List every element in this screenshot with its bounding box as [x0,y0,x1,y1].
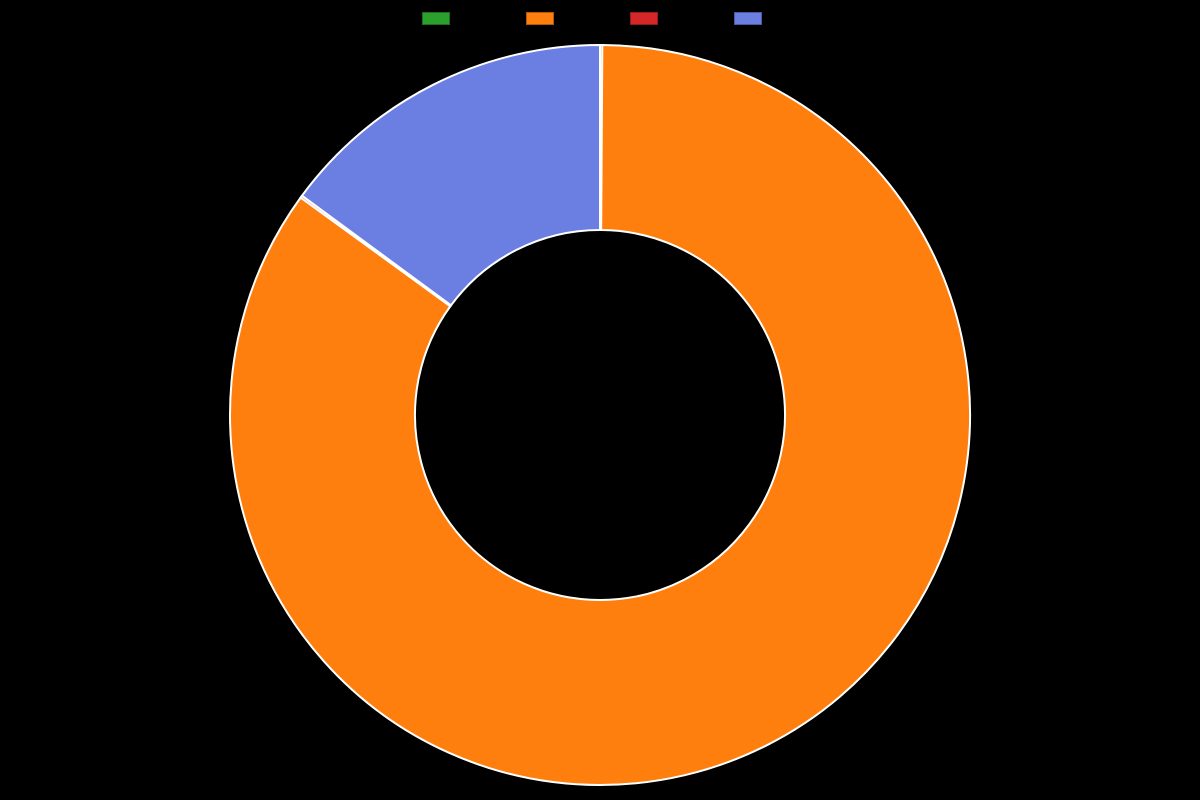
legend-swatch-icon [734,12,762,25]
legend-item [630,6,674,30]
legend-item [734,6,778,30]
legend-swatch-icon [630,12,658,25]
donut-chart [0,30,1200,800]
legend-label [456,12,466,24]
legend [0,0,1200,30]
legend-label [664,12,674,24]
legend-swatch-icon [422,12,450,25]
legend-swatch-icon [526,12,554,25]
legend-label [560,12,570,24]
legend-label [768,12,778,24]
legend-item [526,6,570,30]
legend-item [422,6,466,30]
